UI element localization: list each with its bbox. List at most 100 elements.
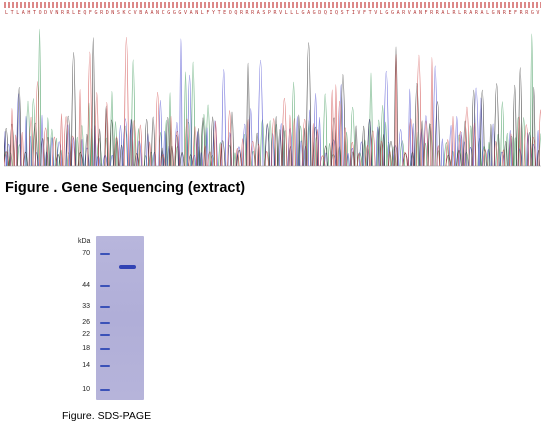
trace-peak-t [394, 54, 398, 167]
trace-peak-a [191, 62, 196, 167]
trace-peak-g [282, 125, 286, 167]
trace-peak-c [179, 38, 183, 167]
trace-peak-t [379, 141, 384, 167]
trace-peak-t [458, 130, 463, 167]
trace-peak-t [227, 110, 232, 167]
sequence-letter: F [424, 10, 428, 16]
trace-peak-t [235, 147, 240, 167]
trace-peak-a [505, 132, 509, 167]
trace-peak-t [169, 115, 173, 167]
trace-peak-g [531, 87, 536, 167]
marker-band [100, 322, 110, 325]
sequence-letter: B [139, 10, 143, 16]
trace-peak-t [148, 141, 152, 167]
marker-band [100, 305, 110, 308]
gel-caption: Figure. SDS-PAGE [62, 410, 152, 422]
sequence-letter: R [66, 10, 70, 16]
trace-peak-t [416, 54, 422, 167]
trace-peak-c [499, 151, 505, 167]
sequence-letter: E [223, 10, 227, 16]
chromatogram-traces [4, 28, 541, 167]
trace-peak-c [508, 130, 513, 167]
trace-peak-c [318, 116, 321, 167]
marker-band [100, 333, 110, 336]
trace-peak-g [236, 150, 242, 167]
trace-peak-g [377, 126, 381, 167]
trace-peak-g [109, 119, 114, 167]
sequence-letter: C [161, 10, 165, 16]
trace-peak-t [20, 132, 24, 167]
sequence-letter: H [27, 10, 31, 16]
sequence-letter: I [351, 10, 355, 16]
sequence-letter: G [390, 10, 394, 16]
trace-peak-c [122, 118, 129, 167]
gel-lane-area [96, 236, 144, 400]
sequence-letter: R [60, 10, 64, 16]
trace-peak-g [462, 120, 468, 167]
sequence-letter: F [363, 10, 367, 16]
trace-peak-g [40, 138, 45, 167]
sequence-letter: S [116, 10, 120, 16]
trace-peak-c [398, 129, 404, 167]
trace-peak-t [241, 138, 245, 167]
marker-label: 22 [82, 330, 90, 338]
sequence-letter: S [340, 10, 344, 16]
trace-peak-g [434, 101, 441, 167]
sequence-letter: N [55, 10, 59, 16]
trace-peak-c [56, 141, 62, 167]
trace-peak-g [71, 52, 77, 167]
sequence-letter: K [122, 10, 126, 16]
trace-peak-c [408, 88, 412, 167]
trace-peak-t [104, 101, 109, 167]
trace-peak-a [443, 142, 450, 167]
trace-peak-t [316, 129, 319, 167]
trace-peak-t [203, 145, 207, 167]
trace-peak-g [331, 117, 337, 167]
trace-peak-g [129, 119, 134, 167]
trace-peak-g [354, 125, 358, 167]
trace-peak-t [246, 119, 250, 167]
trace-peak-t [63, 116, 69, 167]
sequence-letter: A [150, 10, 154, 16]
trace-peak-t [356, 153, 361, 167]
sequence-letter: R [519, 10, 523, 16]
trace-peak-c [93, 125, 97, 167]
trace-peak-a [386, 142, 391, 167]
marker-label: 10 [82, 386, 90, 393]
trace-peak-g [210, 116, 215, 167]
trace-peak-g [340, 74, 346, 167]
trace-peak-g [91, 37, 96, 167]
trace-peak-g [503, 141, 508, 167]
sequence-letter: P [267, 10, 271, 16]
trace-peak-c [440, 138, 444, 167]
sequence-letter: Q [323, 10, 327, 16]
trace-peak-c [163, 130, 167, 167]
trace-peak-a [66, 152, 71, 167]
sequence-letter: F [206, 10, 210, 16]
sequence-letter: E [508, 10, 512, 16]
trace-peak-g [134, 153, 140, 167]
trace-peak-g [17, 87, 22, 167]
sequence-letter: A [189, 10, 193, 16]
trace-peak-c [205, 127, 209, 167]
marker-label: 14 [82, 362, 90, 370]
trace-peak-a [369, 72, 373, 167]
trace-peak-g [303, 128, 306, 167]
sequence-letter: I [329, 10, 333, 16]
trace-peak-a [495, 134, 501, 167]
trace-peak-t [482, 149, 488, 167]
marker-band [100, 365, 110, 368]
sequence-letter: A [256, 10, 260, 16]
trace-peak-g [115, 138, 119, 167]
trace-peak-t [292, 118, 296, 167]
sequence-letter: V [133, 10, 137, 16]
trace-peak-a [322, 93, 328, 167]
trace-peak-t [4, 151, 10, 167]
trace-peak-t [94, 92, 99, 167]
sequence-letter: A [21, 10, 25, 16]
marker-band [100, 285, 110, 288]
sequence-letter: V [279, 10, 283, 16]
trace-peak-t [538, 109, 541, 167]
trace-peak-c [16, 93, 21, 167]
trace-peak-a [513, 137, 517, 167]
